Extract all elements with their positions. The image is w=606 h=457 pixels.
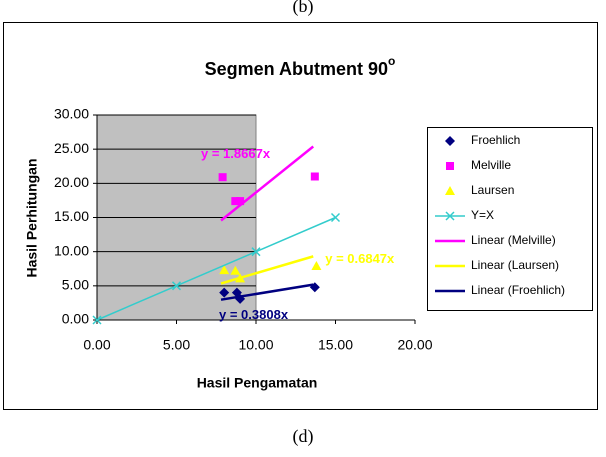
- data-point: [231, 197, 240, 206]
- x-tick-label: 10.00: [238, 337, 273, 353]
- legend-label: Laursen: [471, 183, 514, 197]
- y-tick-label: 0.00: [62, 311, 89, 327]
- data-point: [171, 281, 182, 291]
- trendline-label: y = 1.8667x: [201, 146, 271, 161]
- x-tick-label: 0.00: [83, 337, 110, 353]
- legend-marker: [446, 162, 454, 170]
- y-tick-label: 25.00: [54, 140, 89, 156]
- trendline: [220, 255, 314, 285]
- legend-label: Linear (Melville): [471, 233, 556, 247]
- caption-top: (b): [293, 0, 314, 17]
- x-tick-label: 15.00: [318, 337, 353, 353]
- data-point: [230, 265, 241, 275]
- data-point: [218, 173, 227, 182]
- legend-marker: [445, 136, 455, 146]
- caption-bottom: (d): [293, 426, 314, 447]
- data-point: [311, 261, 322, 271]
- legend-marker: [445, 186, 455, 195]
- legend-label: Froehlich: [471, 133, 520, 147]
- y-tick-label: 10.00: [54, 242, 89, 258]
- chart-title: Segmen Abutment 90o: [205, 54, 396, 79]
- title-text: Segmen Abutment 90: [205, 59, 388, 79]
- legend-label: Melville: [471, 158, 511, 172]
- y-tick-label: 5.00: [62, 277, 89, 293]
- trendline: [220, 145, 315, 222]
- data-point: [330, 212, 341, 223]
- data-point: [92, 315, 102, 325]
- x-axis-label: Hasil Pengamatan: [197, 375, 318, 391]
- series-line: [96, 216, 336, 321]
- y-axis-label: Hasil Perhitungan: [24, 158, 40, 277]
- data-point: [219, 265, 230, 275]
- x-tick-label: 5.00: [163, 337, 190, 353]
- data-point: [310, 172, 319, 181]
- y-tick-label: 20.00: [54, 174, 89, 190]
- x-tick-label: 20.00: [397, 337, 432, 353]
- data-point: [251, 247, 261, 257]
- title-superscript: o: [388, 54, 395, 68]
- trendline-label: y = 0.3808x: [219, 307, 289, 322]
- legend-label: Y=X: [471, 208, 494, 222]
- data-point: [236, 197, 245, 206]
- data-point: [219, 287, 230, 298]
- y-tick-label: 15.00: [54, 208, 89, 224]
- legend-box: [427, 127, 593, 311]
- trendline: [220, 283, 314, 301]
- trendline-label: y = 0.6847x: [325, 251, 395, 266]
- legend-label: Linear (Laursen): [471, 258, 559, 272]
- y-tick-label: 30.00: [54, 106, 89, 122]
- legend-label: Linear (Froehlich): [471, 283, 565, 297]
- legend-marker: [445, 211, 455, 221]
